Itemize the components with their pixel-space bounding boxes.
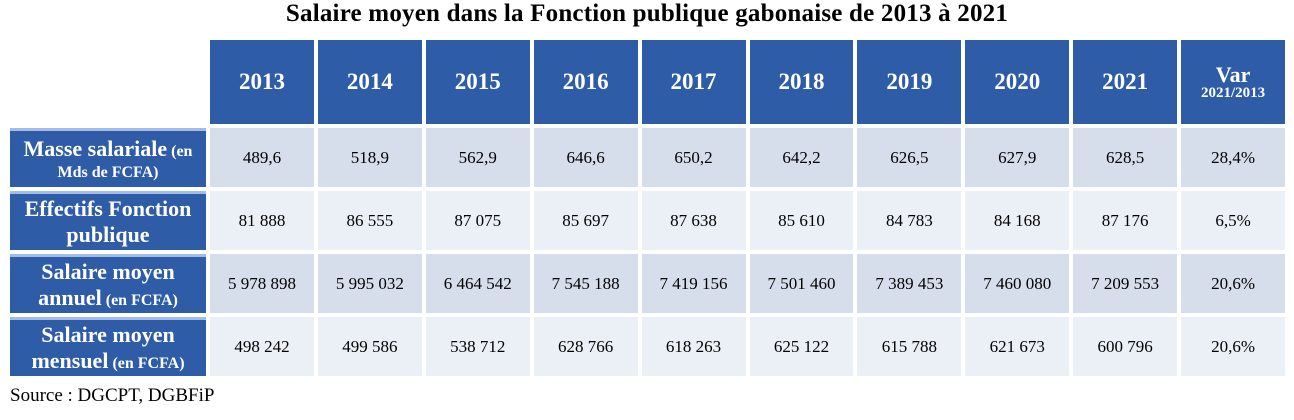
cell-masse-2017: 650,2 [641,128,746,187]
cell-effectifs-2013: 81 888 [210,191,314,250]
cell-mensuel-2013: 498 242 [210,317,314,376]
cell-masse-2020: 627,9 [965,128,1070,187]
cell-mensuel-2019: 615 788 [857,317,962,376]
cell-effectifs-2015: 87 075 [425,191,530,250]
cell-masse-2019: 626,5 [857,128,962,187]
cell-annuel-2016: 7 545 188 [533,254,638,313]
cell-effectifs-2014: 86 555 [317,191,422,250]
cell-annuel-var: 20,6% [1181,254,1285,313]
column-header-var: Var 2021/2013 [1181,40,1285,124]
column-header-2015: 2015 [425,40,530,124]
cell-masse-var: 28,4% [1181,128,1285,187]
cell-effectifs-var: 6,5% [1181,191,1285,250]
var-header-label: Var [1215,61,1251,87]
column-header-2018: 2018 [749,40,854,124]
column-header-2021: 2021 [1073,40,1178,124]
column-header-2020: 2020 [965,40,1070,124]
var-header-period: 2021/2013 [1200,84,1266,101]
salary-table: 2013 2014 2015 2016 2017 2018 2019 2020 … [10,40,1285,376]
column-header-2014: 2014 [317,40,422,124]
column-header-2017: 2017 [641,40,746,124]
row-header-label: Salaire moyen mensuel (en FCFA) [31,321,185,373]
row-header-label: Masse salariale (en Mds de FCFA) [23,136,193,181]
cell-mensuel-2017: 618 263 [641,317,746,376]
cell-effectifs-2016: 85 697 [533,191,638,250]
cell-annuel-2013: 5 978 898 [210,254,314,313]
cell-annuel-2014: 5 995 032 [317,254,422,313]
cell-effectifs-2019: 84 783 [857,191,962,250]
cell-effectifs-2017: 87 638 [641,191,746,250]
cell-annuel-2017: 7 419 156 [641,254,746,313]
column-header-2013: 2013 [210,40,314,124]
cell-annuel-2021: 7 209 553 [1073,254,1178,313]
cell-masse-2014: 518,9 [317,128,422,187]
cell-mensuel-2020: 621 673 [965,317,1070,376]
cell-mensuel-2014: 499 586 [317,317,422,376]
cell-mensuel-2018: 625 122 [749,317,854,376]
cell-annuel-2018: 7 501 460 [749,254,854,313]
row-header-masse-salariale: Masse salariale (en Mds de FCFA) [10,128,206,187]
row-header-effectifs: Effectifs Fonction publique [10,191,206,250]
cell-mensuel-2016: 628 766 [533,317,638,376]
cell-annuel-2019: 7 389 453 [857,254,962,313]
row-header-salaire-annuel: Salaire moyen annuel (en FCFA) [10,254,206,313]
row-header-label: Effectifs Fonction publique [24,195,192,247]
cell-annuel-2015: 6 464 542 [425,254,530,313]
cell-mensuel-2021: 600 796 [1073,317,1178,376]
column-header-2016: 2016 [533,40,638,124]
cell-masse-2016: 646,6 [533,128,638,187]
cell-masse-2021: 628,5 [1073,128,1178,187]
cell-masse-2018: 642,2 [749,128,854,187]
row-header-salaire-mensuel: Salaire moyen mensuel (en FCFA) [10,317,206,376]
row-header-label: Salaire moyen annuel (en FCFA) [38,258,178,310]
cell-annuel-2020: 7 460 080 [965,254,1070,313]
cell-masse-2013: 489,6 [210,128,314,187]
cell-mensuel-var: 20,6% [1181,317,1285,376]
cell-masse-2015: 562,9 [425,128,530,187]
table-corner-spacer [10,40,206,124]
cell-effectifs-2021: 87 176 [1073,191,1178,250]
cell-effectifs-2020: 84 168 [965,191,1070,250]
page-title: Salaire moyen dans la Fonction publique … [285,0,1009,27]
cell-mensuel-2015: 538 712 [425,317,530,376]
column-header-2019: 2019 [857,40,962,124]
cell-effectifs-2018: 85 610 [749,191,854,250]
source-note: Source : DGCPT, DGBFiP [10,385,215,406]
